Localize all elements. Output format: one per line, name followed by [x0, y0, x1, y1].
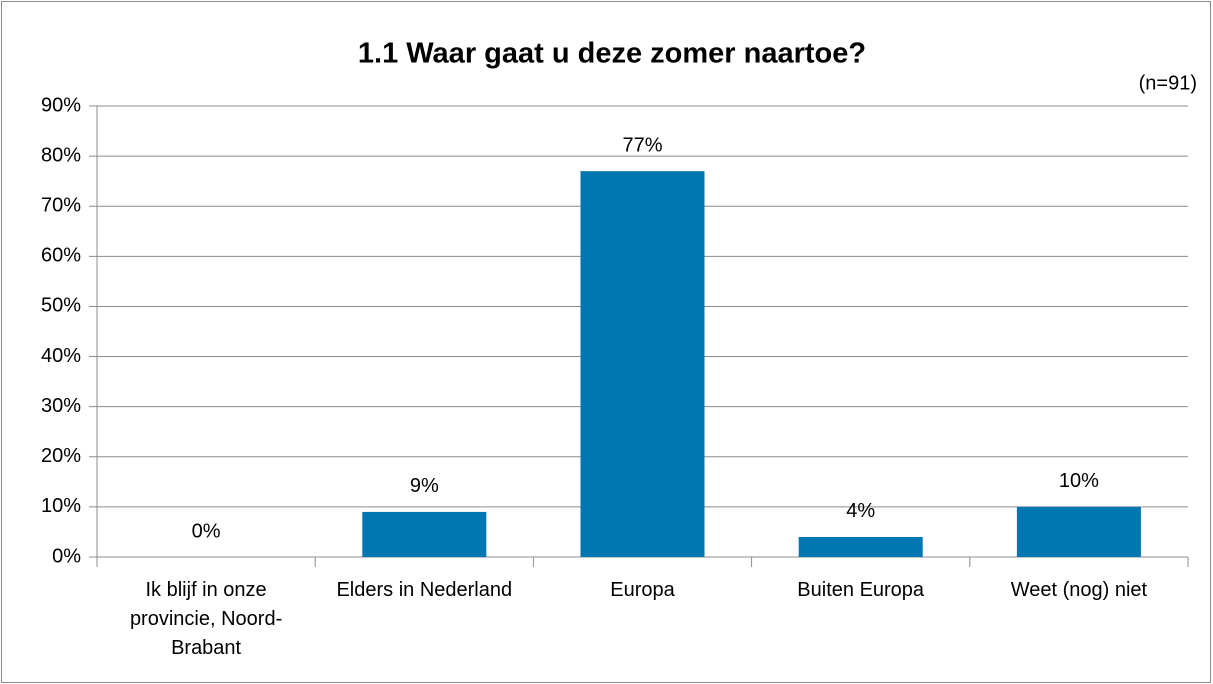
y-tick-label: 80%	[41, 144, 81, 166]
x-tick-label: Buiten Europa	[797, 579, 925, 601]
chart-title: 1.1 Waar gaat u deze zomer naartoe?	[358, 38, 866, 70]
value-label: 77%	[622, 134, 662, 156]
y-tick-label: 20%	[41, 445, 81, 467]
y-tick-label: 10%	[41, 495, 81, 517]
value-label: 10%	[1059, 470, 1099, 492]
x-tick-label: Europa	[610, 579, 675, 601]
y-tick-label: 90%	[41, 94, 81, 116]
x-tick-label: Ik blijf in onze provincie, Noord-Braban…	[129, 579, 283, 659]
x-tick-label: Elders in Nederland	[336, 579, 513, 601]
bar	[362, 511, 487, 557]
y-tick-label: 30%	[41, 395, 81, 417]
y-tick-label: 0%	[52, 545, 81, 567]
y-tick-label: 70%	[41, 195, 81, 217]
bar	[798, 536, 923, 557]
bar	[580, 171, 705, 557]
chart-subtitle: (n=91)	[1139, 72, 1197, 94]
bar	[1016, 506, 1141, 557]
x-tick-label: Weet (nog) niet	[1010, 579, 1148, 601]
value-label: 4%	[846, 500, 875, 522]
value-label: 9%	[410, 475, 439, 497]
value-label: 0%	[192, 520, 221, 542]
y-tick-label: 60%	[41, 245, 81, 267]
y-tick-label: 40%	[41, 345, 81, 367]
y-tick-label: 50%	[41, 295, 81, 317]
